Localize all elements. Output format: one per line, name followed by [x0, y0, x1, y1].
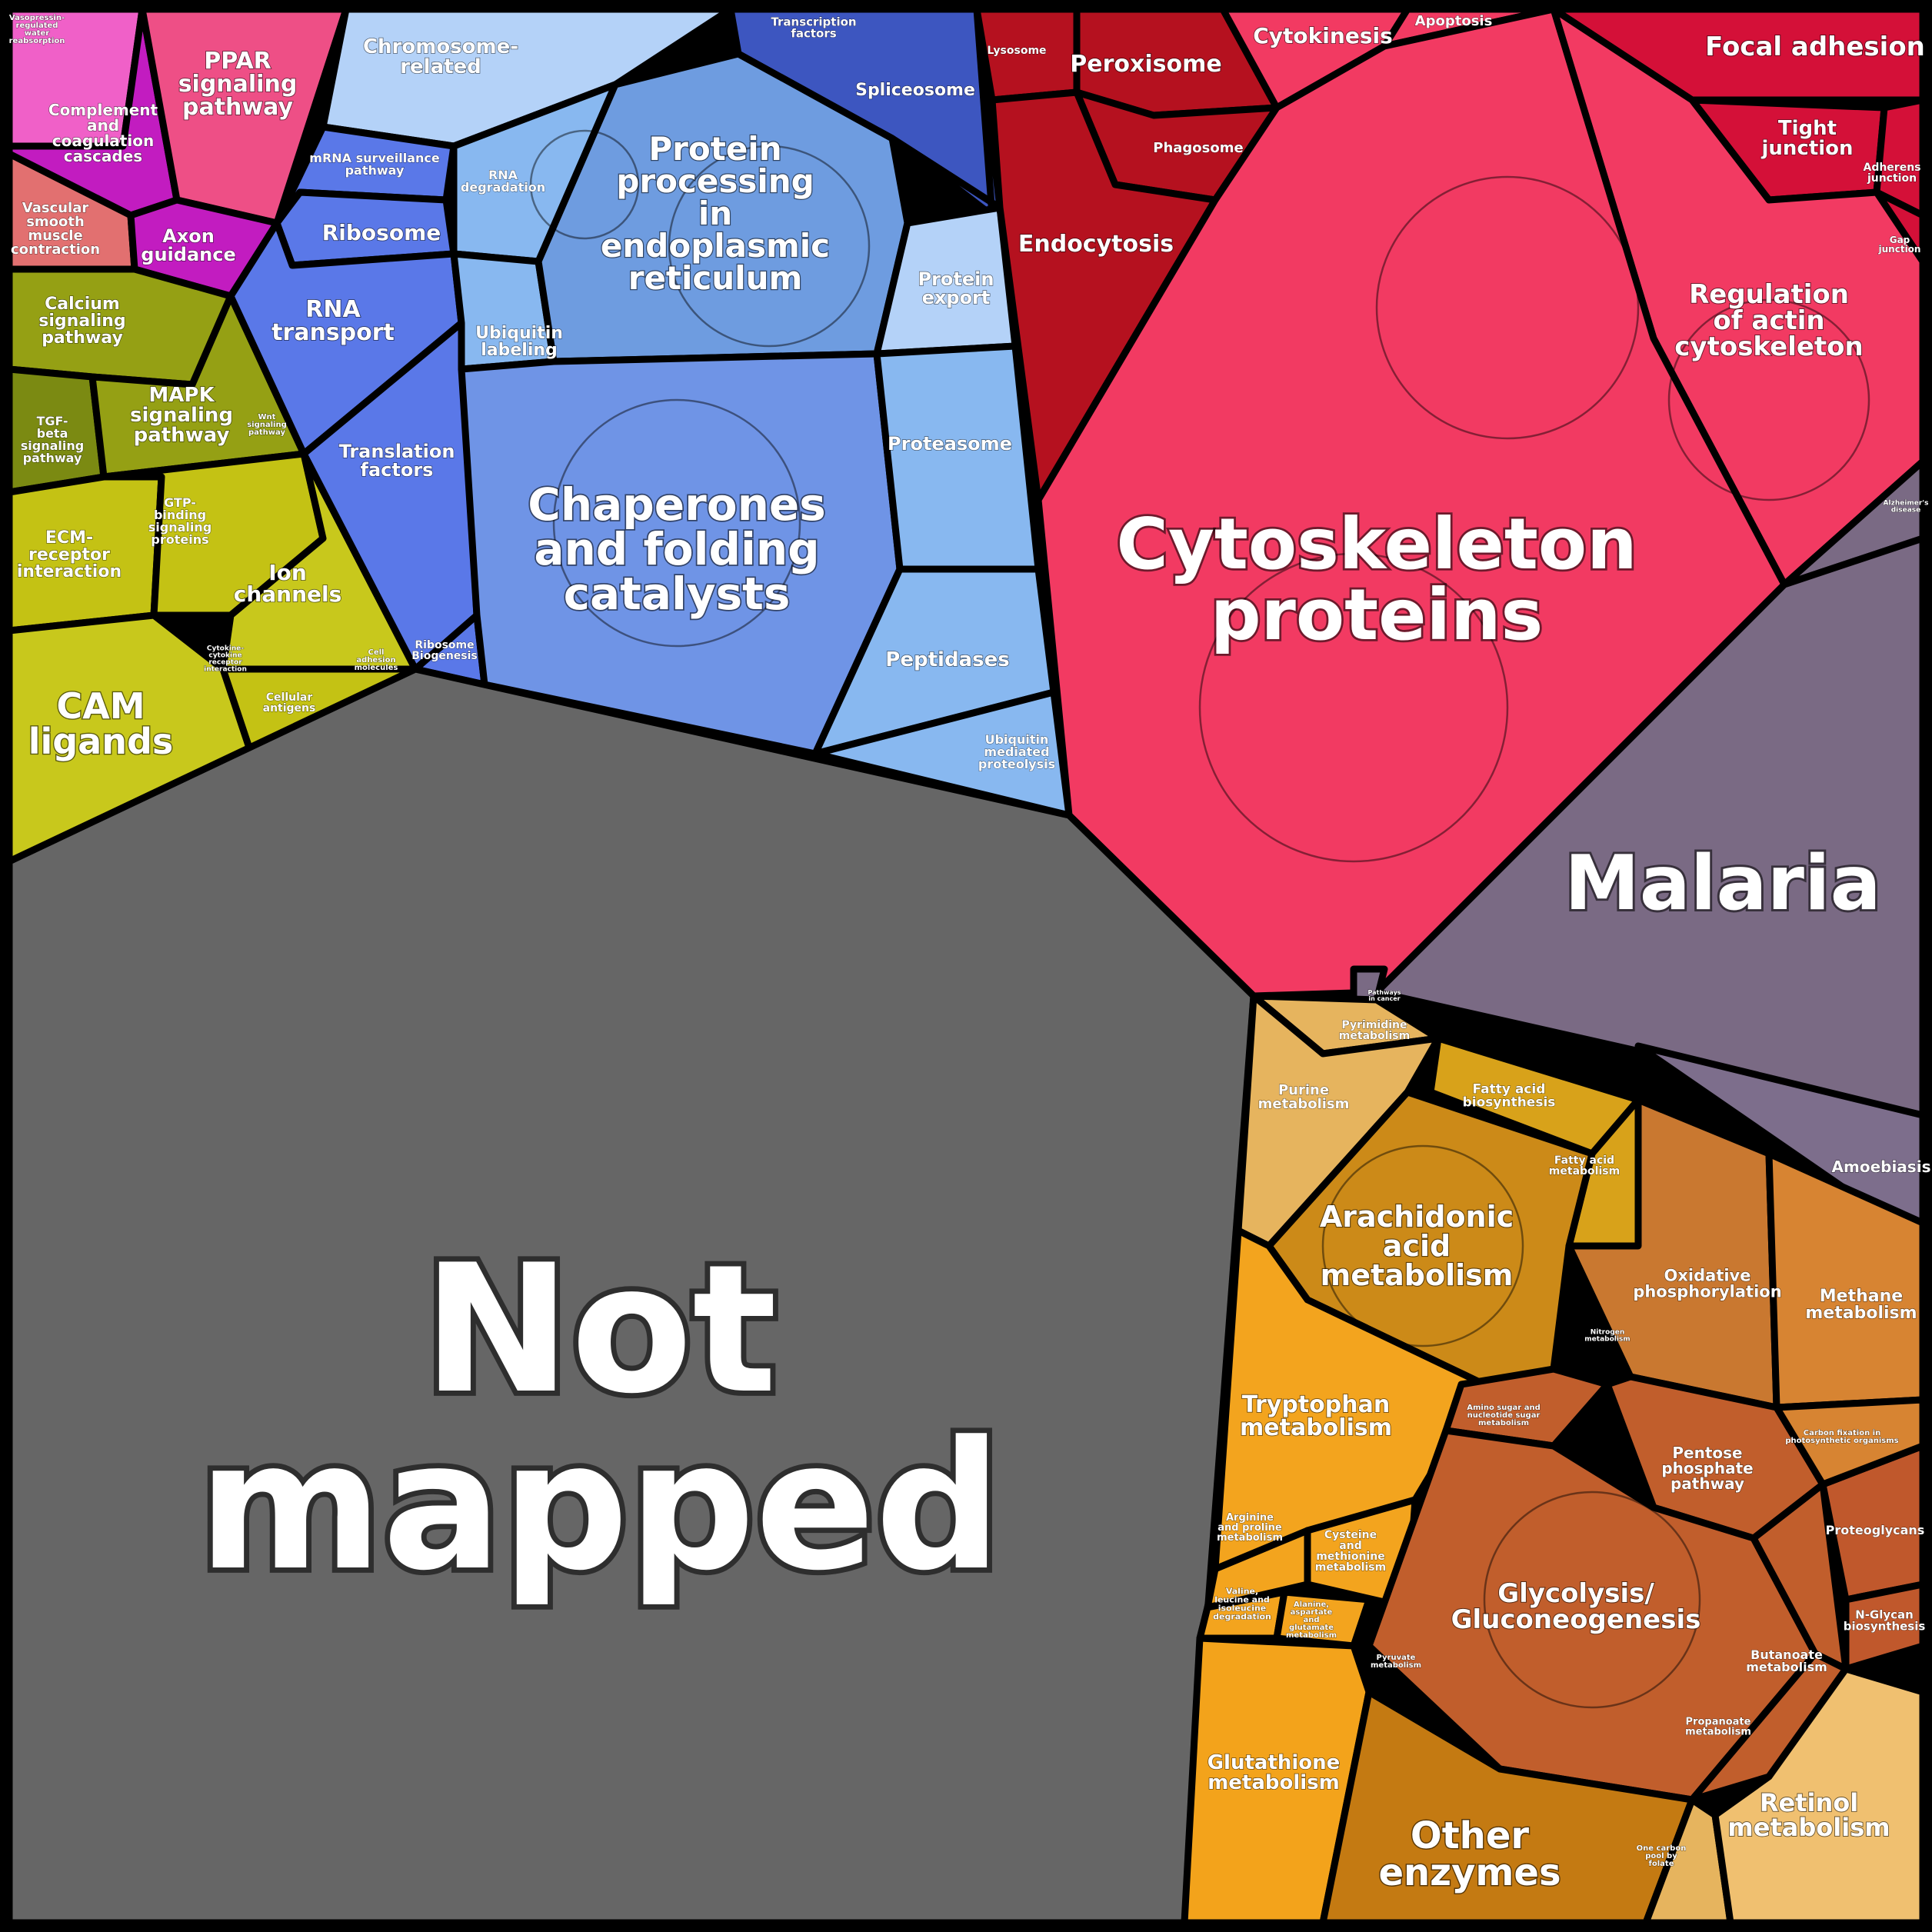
label-ppar: PPAR signaling pathway [178, 48, 298, 121]
label-rna-degradation: RNA degradation [461, 168, 545, 195]
texture-cell [668, 145, 871, 348]
region-human-diseases [1350, 458, 1927, 1227]
label-alanine: Alanine, aspartate and glutamate metabolism [1286, 1601, 1337, 1640]
label-ecm-receptor: ECM-receptor interaction [17, 528, 122, 581]
label-peptidases: Peptidases [885, 648, 1009, 671]
label-proteasome: Proteasome [888, 433, 1012, 455]
label-purine: Purine metabolism [1258, 1082, 1350, 1112]
label-methane: Methane metabolism [1805, 1287, 1917, 1323]
cell-retinol [1711, 1665, 1927, 1927]
label-arginine-proline: Arginine and proline metabolism [1217, 1512, 1283, 1544]
label-amoebiasis: Amoebiasis [1832, 1158, 1931, 1176]
label-gap-junction: Gap junction [1878, 235, 1921, 255]
texture-cell [552, 398, 801, 648]
label-proteoglycans: Proteoglycans [1826, 1523, 1925, 1537]
label-mrna-surveillance: mRNA surveillance pathway [309, 151, 440, 178]
label-cell-adhesion: Cell adhesion molecules [355, 648, 398, 672]
label-protein-export: Protein export [918, 268, 994, 308]
label-malaria: Malaria [1564, 840, 1880, 928]
label-calcium: Calcium signaling pathway [38, 295, 125, 348]
label-glycolysis: Glycolysis/Gluconeogenesis [1451, 1578, 1701, 1635]
cell-carbon-fixation [1773, 1396, 1927, 1488]
cell-n-glycan [1842, 1581, 1927, 1673]
label-retinol: Retinol metabolism [1727, 1788, 1890, 1842]
label-peroxisome: Peroxisome [1070, 51, 1221, 78]
label-transcription-factors: Transcription factors [771, 15, 856, 40]
label-glutathione: Glutathione metabolism [1208, 1751, 1341, 1794]
label-mapk: MAPK signaling pathway [130, 384, 233, 447]
label-cam-ligands: CAM ligands [28, 685, 174, 762]
region-tissue-signaling [5, 5, 419, 865]
label-chromosome-related: Chromosome-related [363, 35, 518, 78]
label-nitrogen: Nitrogen metabolism [1584, 1328, 1630, 1343]
label-propanoate: Propanoate metabolism [1685, 1716, 1751, 1737]
label-regulation-actin: Regulation of actin cytoskeleton [1674, 279, 1863, 362]
texture-cell [1198, 552, 1509, 863]
label-ribosome: Ribosome [322, 220, 441, 245]
texture-cell [1667, 298, 1870, 501]
label-phagosome: Phagosome [1153, 140, 1243, 156]
label-ion-channels: Ion channels [234, 560, 342, 607]
label-vascular: Vascular smooth muscle contraction [11, 200, 100, 258]
label-ribosome-biogenesis: Ribosome Biogenesis [411, 639, 478, 662]
label-tight-junction: Tight junction [1760, 117, 1853, 160]
label-ubiquitin-labeling: Ubiquitin labeling [475, 324, 563, 360]
label-carbon-fixation: Carbon fixation in photosynthetic organis… [1785, 1429, 1898, 1445]
label-tgf-beta: TGF-beta signaling pathway [21, 414, 84, 465]
label-one-carbon: One carbon pool by folate [1637, 1844, 1687, 1868]
labels: Not mapped Cytoskeleton proteins Malaria Chap… [8, 12, 1931, 1895]
label-pathways-cancer: Pathways in cancer [1367, 989, 1401, 1002]
label-fatty-acid-biosynthesis: Fatty acid biosynthesis [1463, 1082, 1556, 1111]
label-cellular-antigens: Cellular antigens [263, 691, 316, 715]
label-spliceosome: Spliceosome [855, 81, 975, 100]
label-pyrimidine: Pyrimidine metabolism [1339, 1019, 1410, 1042]
label-lysosome: Lysosome [987, 45, 1046, 57]
cell-proteasome [873, 342, 1042, 573]
label-protein-processing: Protein processing in endoplasmic reticulum [601, 130, 830, 297]
label-oxidative: Oxidative phosphorylation [1633, 1267, 1781, 1301]
label-complement: Complement and coagulation cascades [48, 101, 158, 165]
label-endocytosis: Endocytosis [1018, 231, 1174, 258]
texture-cell [1321, 1144, 1524, 1347]
label-gtp-binding: GTP-binding signaling proteins [148, 495, 212, 547]
texture-cell [1375, 175, 1640, 440]
label-axon-guidance: Axon guidance [141, 225, 235, 265]
region-cellular-processes [973, 5, 1927, 1000]
region-genetic-information [227, 5, 1073, 819]
label-fatty-acid-metabolism: Fatty acid metabolism [1549, 1154, 1620, 1178]
label-focal-adhesion: Focal adhesion [1705, 32, 1925, 62]
label-apoptosis: Apoptosis [1415, 13, 1493, 29]
label-ubiquitin-proteolysis: Ubiquitin mediated proteolysis [978, 732, 1055, 771]
label-other-enzymes: Other enzymes [1378, 1814, 1561, 1894]
label-n-glycan: N-Glycan biosynthesis [1844, 1607, 1926, 1633]
label-cytokine-receptor: Cytokine-cytokine receptor interaction [204, 645, 247, 673]
label-cytokinesis: Cytokinesis [1253, 23, 1393, 48]
label-cysteine-methionine: Cysteine and methionine metabolism [1315, 1529, 1386, 1574]
label-alzheimers: Alzheimer's disease [1884, 499, 1929, 514]
label-vasopressin: Vasopressin-regulated water reabsorption [9, 14, 65, 45]
label-rna-transport: RNA transport [271, 296, 395, 346]
texture-cell [529, 129, 640, 240]
label-pyruvate: Pyruvate metabolism [1371, 1654, 1421, 1670]
region-metabolism [1181, 992, 1927, 1927]
label-tryptophan: Tryptophan metabolism [1240, 1391, 1392, 1441]
label-cytoskeleton-proteins: Cytoskeleton proteins [1116, 503, 1637, 656]
label-translation-factors: Translation factors [339, 441, 455, 481]
label-not-mapped: Not mapped [198, 1227, 1002, 1610]
label-butanoate: Butanoate metabolism [1746, 1647, 1827, 1674]
label-chaperones: Chaperones and folding catalysts [528, 478, 825, 620]
label-wnt: Wnt signaling pathway [247, 413, 287, 437]
label-valine: Valine, leucine and isoleucine degradation [1213, 1587, 1271, 1622]
texture-cell [1483, 1491, 1701, 1709]
label-amino-sugar: Amino sugar and nucleotide sugar metabolis… [1467, 1404, 1540, 1427]
label-adherens-junction: Adherens junction [1863, 162, 1920, 185]
label-arachidonic: Arachidonic acid metabolism [1320, 1200, 1514, 1292]
label-pentose: Pentose phosphate pathway [1661, 1444, 1753, 1493]
cell-amino-sugar [1442, 1365, 1611, 1450]
